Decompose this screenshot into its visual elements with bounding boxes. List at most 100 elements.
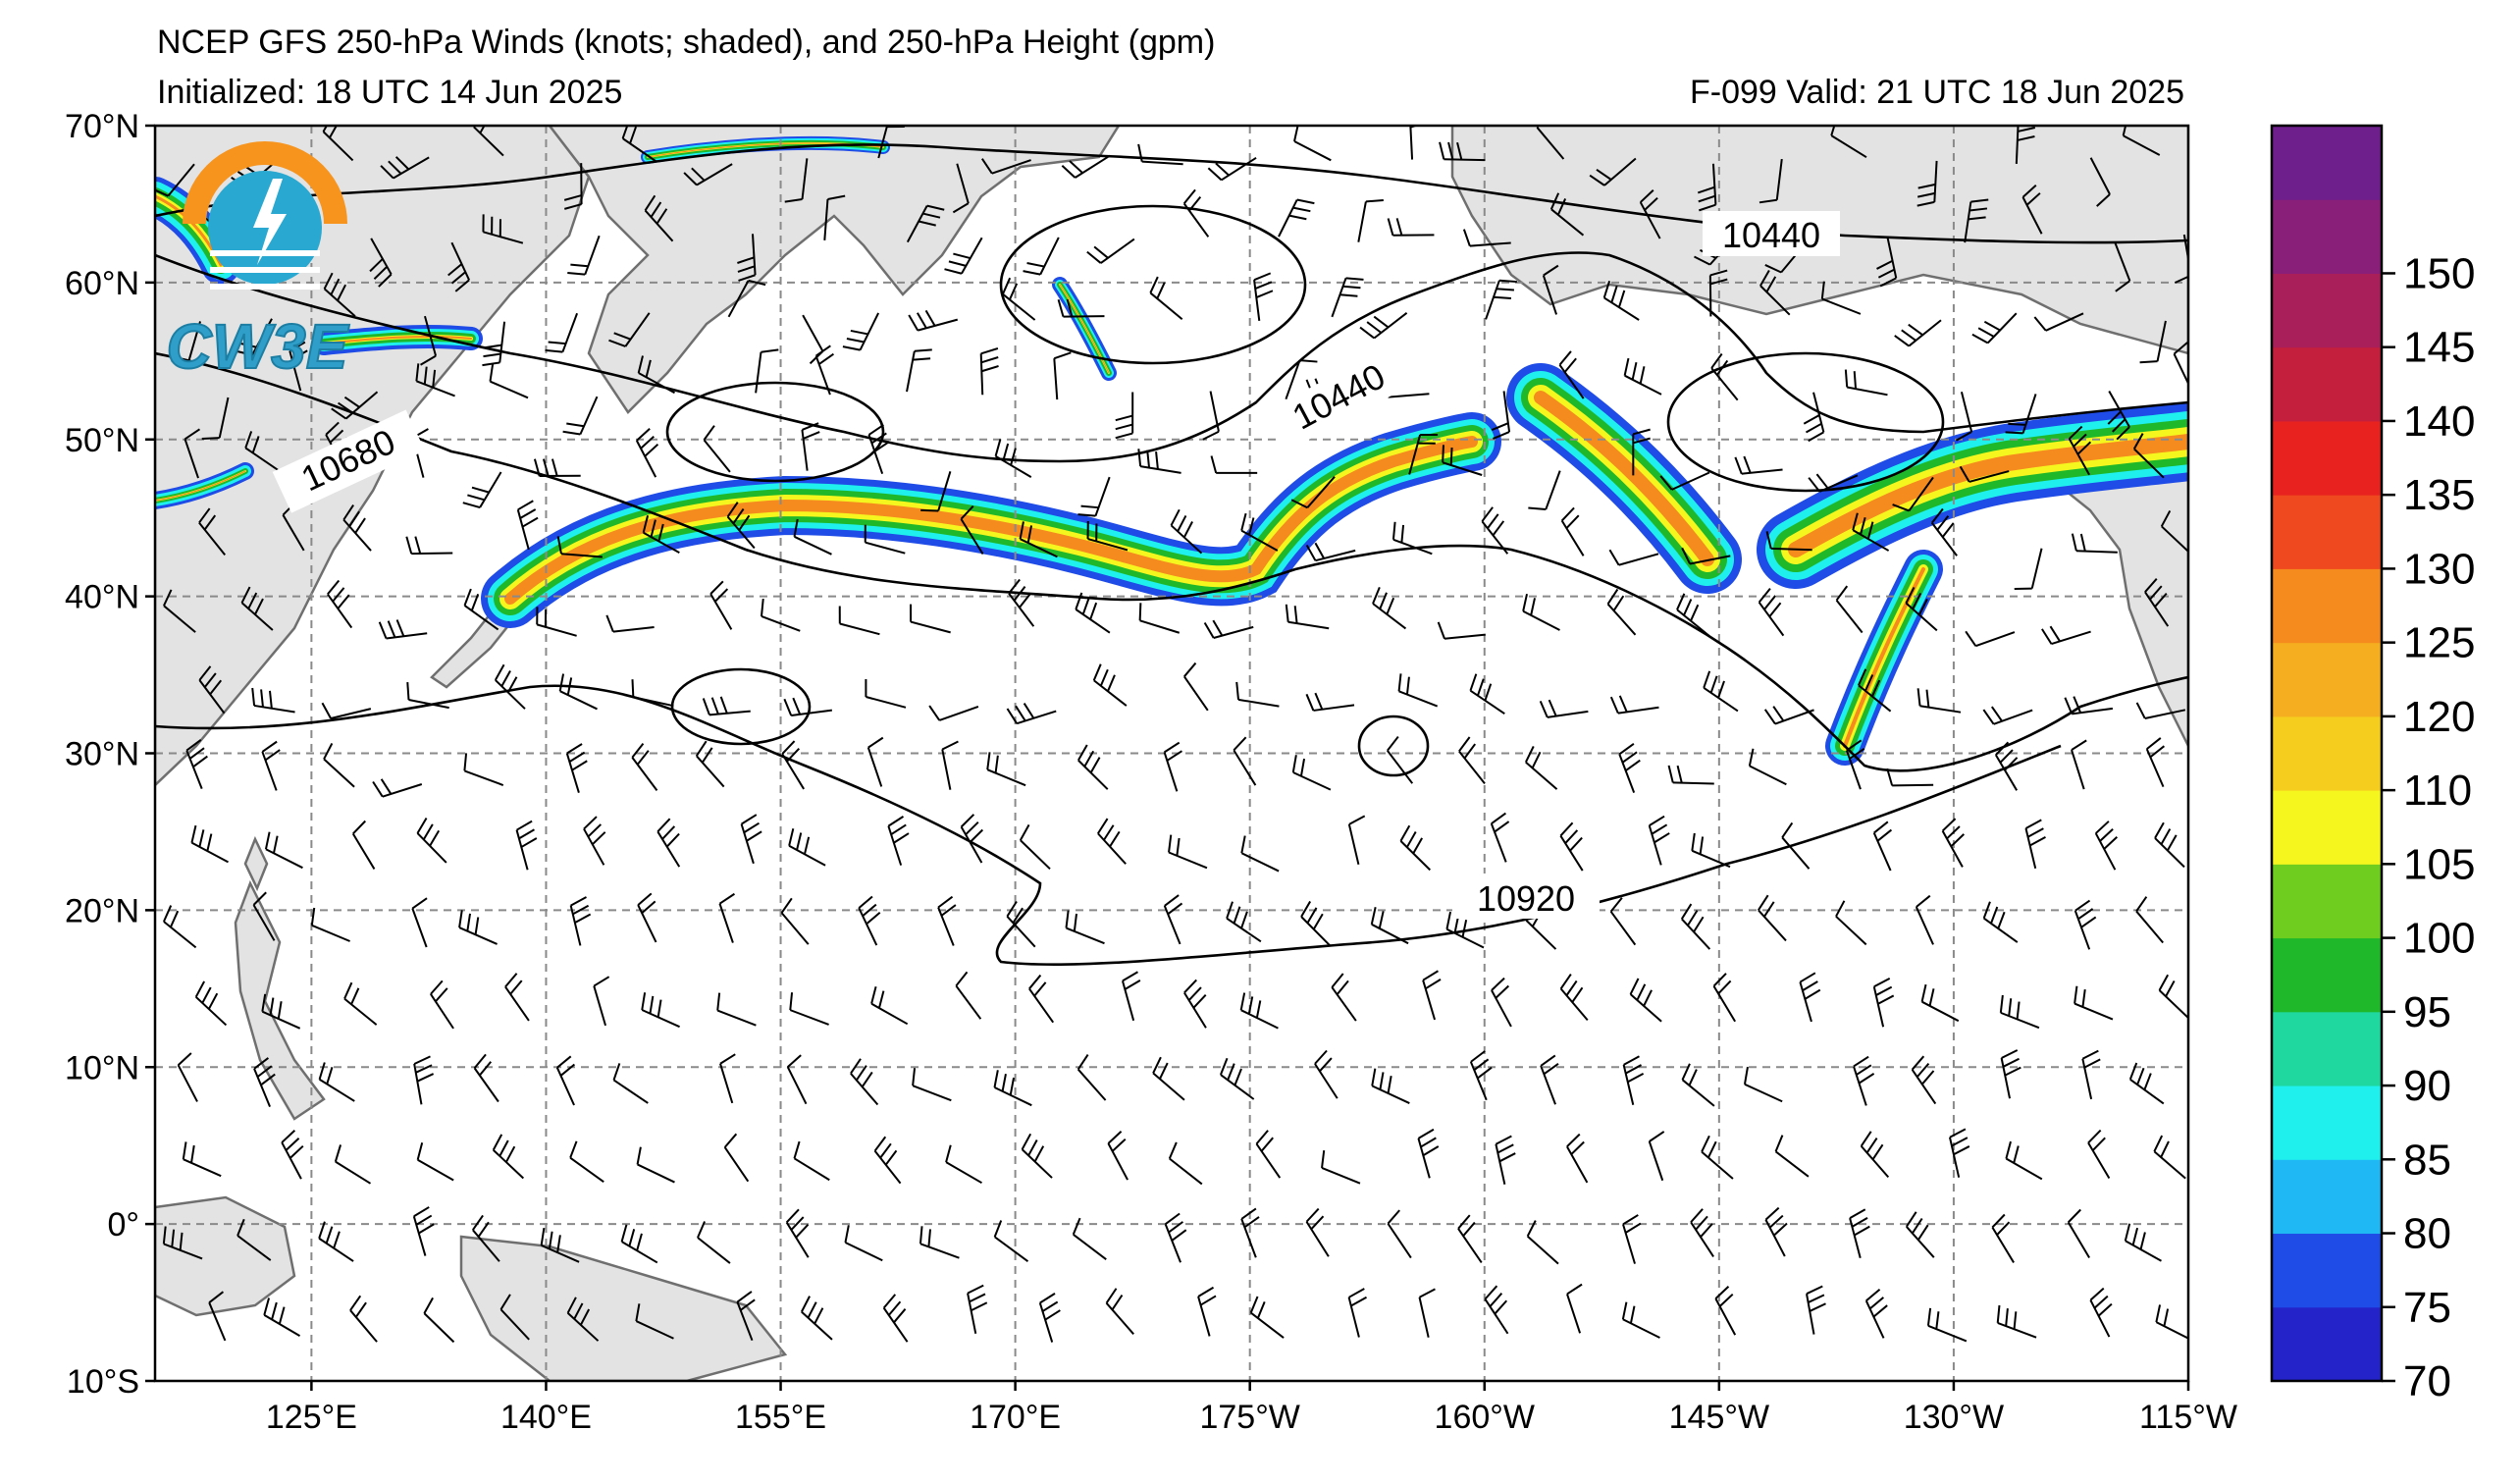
cw3e-logo: CW3E — [166, 141, 351, 383]
colorbar-segment — [2272, 273, 2382, 348]
wind-barb — [1872, 978, 1895, 1028]
wind-barb — [1331, 277, 1364, 318]
wind-barb — [637, 355, 675, 395]
wind-barb — [1905, 1211, 1935, 1258]
wind-barb — [631, 742, 658, 791]
wind-barb — [2135, 702, 2186, 719]
wind-barb — [1758, 588, 1785, 637]
wind-barb — [781, 740, 805, 790]
wind-barb — [1077, 476, 1111, 517]
wind-barb — [850, 1058, 879, 1106]
wind-barb — [1387, 1209, 1412, 1259]
wind-barb — [1926, 1307, 1968, 1343]
wind-barb — [1285, 359, 1318, 400]
wind-barb — [1397, 673, 1439, 708]
colorbar-frame — [2270, 124, 2384, 1383]
wind-barb — [1618, 743, 1641, 793]
wind-barb — [2089, 157, 2111, 207]
wind-barb — [1439, 141, 1486, 162]
wind-barb — [716, 992, 757, 1027]
wind-barb — [1491, 977, 1512, 1028]
wind-barb — [351, 820, 376, 870]
wind-barb — [1457, 1214, 1483, 1264]
wind-barb — [709, 580, 733, 630]
wind-barb — [565, 743, 588, 793]
lon-label: 145°W — [1669, 1399, 1769, 1436]
wind-barb — [462, 471, 502, 509]
wind-barb — [569, 1140, 604, 1184]
wind-barb — [1806, 1285, 1826, 1335]
wind-barb — [981, 158, 1031, 175]
wind-barb — [198, 665, 226, 715]
wind-barb — [1894, 319, 1942, 347]
lat-label: 70°N — [65, 108, 139, 145]
wind-barb — [1462, 229, 1511, 247]
wind-barb — [369, 238, 393, 288]
wind-barb — [289, 341, 308, 392]
wind-barb — [334, 1144, 372, 1185]
wind-barb — [1941, 818, 1965, 868]
wind-barb — [1781, 821, 1811, 870]
wind-barb — [331, 391, 379, 420]
wind-barb — [1994, 741, 2019, 791]
wind-barb — [2155, 1304, 2188, 1340]
wind-barb — [912, 1068, 952, 1102]
lon-label: 130°W — [1904, 1399, 2004, 1436]
wind-barb — [252, 891, 276, 941]
wind-barb — [908, 309, 959, 332]
wind-barb — [463, 588, 499, 631]
wind-barb — [1086, 238, 1135, 264]
wind-barb — [637, 892, 657, 943]
wind-barb — [1053, 351, 1072, 400]
wind-barb — [1347, 815, 1366, 866]
wind-barb — [1239, 992, 1279, 1030]
wind-barb — [2153, 1135, 2186, 1180]
wind-barb — [1370, 907, 1409, 945]
wind-barb — [858, 895, 881, 946]
wind-barb — [1680, 903, 1711, 950]
wind-barb — [1920, 983, 1960, 1023]
wind-barb — [786, 1054, 808, 1105]
wind-barb — [641, 992, 680, 1029]
wind-barb — [1872, 821, 1893, 872]
wind-barb — [1864, 1288, 1888, 1339]
wind-barb — [737, 234, 757, 282]
wind-barb — [1305, 1207, 1330, 1257]
wind-barb — [2071, 739, 2087, 790]
wind-barb — [2128, 1062, 2165, 1105]
wind-barb — [1844, 369, 1888, 397]
wind-barb — [2074, 985, 2114, 1021]
colorbar-segment — [2272, 1011, 2382, 1086]
wind-barb — [906, 348, 932, 393]
wind-barb — [1964, 198, 1989, 243]
jet-band — [1059, 284, 1110, 374]
wind-barb — [472, 126, 504, 157]
wind-barb — [979, 347, 999, 396]
wind-barb — [1097, 818, 1127, 865]
wind-barb — [567, 235, 601, 276]
colorbar-segment — [2272, 568, 2382, 644]
wind-barb — [906, 204, 945, 243]
wind-barb — [1803, 392, 1825, 443]
wind-barb — [605, 614, 655, 633]
wind-barb — [1690, 1208, 1714, 1257]
wind-barb — [1632, 428, 1651, 476]
wind-barb — [1971, 312, 2018, 344]
wind-barb — [2173, 342, 2188, 387]
lon-label: 125°E — [266, 1399, 357, 1436]
wind-barb — [1701, 1135, 1734, 1180]
wind-barb — [887, 816, 910, 866]
colorbar-label: 95 — [2403, 988, 2451, 1036]
wind-barb — [1240, 1207, 1260, 1258]
wind-barb — [1892, 476, 1934, 512]
wind-barb — [1061, 154, 1111, 179]
valid-time: F-099 Valid: 21 UTC 18 Jun 2025 — [1690, 74, 2184, 111]
wind-barb — [318, 1062, 355, 1102]
wind-barb — [801, 422, 820, 471]
wind-barb — [2067, 1208, 2090, 1259]
wind-barb — [1484, 1285, 1509, 1335]
wind-barb — [321, 702, 372, 719]
wind-barb — [882, 1294, 909, 1343]
wind-barb — [960, 505, 984, 556]
wind-barb — [323, 272, 356, 317]
